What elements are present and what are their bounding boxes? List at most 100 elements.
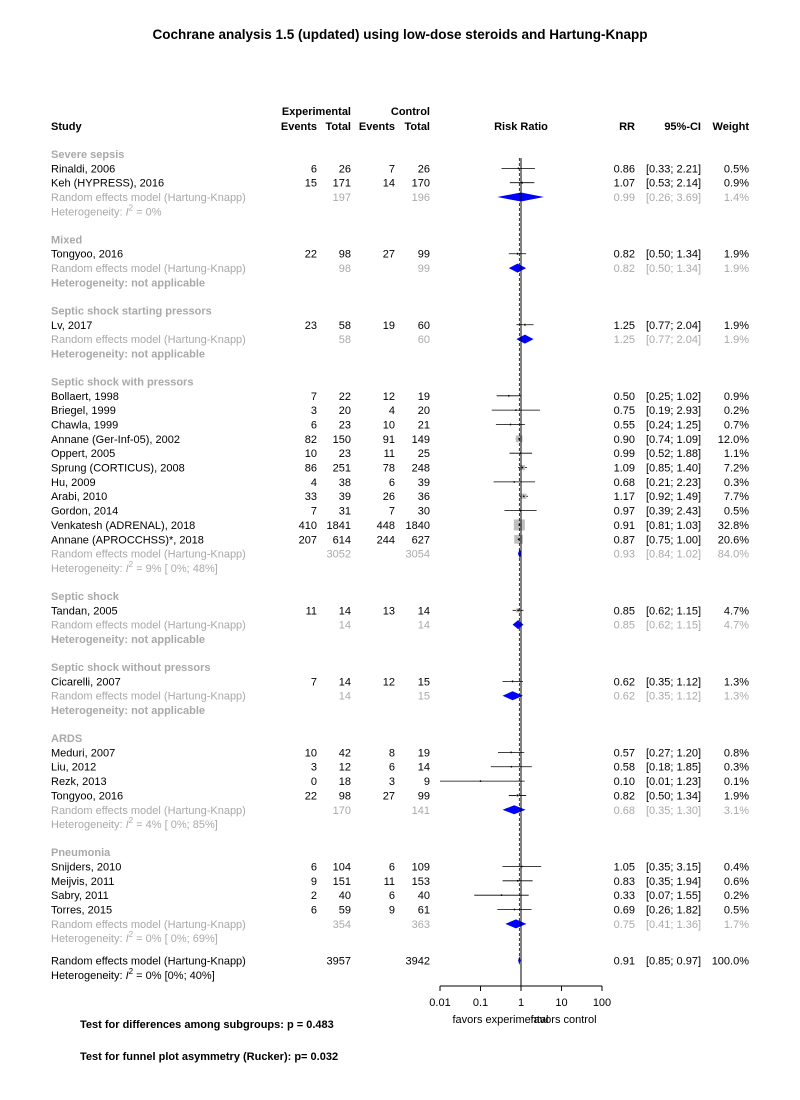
exp-total: 151	[333, 876, 351, 888]
weight-value: 0.5%	[724, 506, 749, 518]
pooled-rr: 1.25	[614, 334, 635, 346]
pooled-exp-total: 58	[339, 334, 351, 346]
weight-value: 4.7%	[724, 605, 749, 617]
pooled-rr: 0.62	[614, 691, 635, 703]
study-name: Meduri, 2007	[51, 747, 115, 759]
weight-value: 0.9%	[724, 391, 749, 403]
weight-value: 0.1%	[724, 776, 749, 788]
exp-events: 410	[299, 520, 317, 532]
exp-events: 7	[311, 676, 317, 688]
pooled-rr: 0.82	[614, 263, 635, 275]
ci-value: [0.07; 1.55]	[646, 890, 701, 902]
exp-total: 26	[339, 163, 351, 175]
pooled-label: Random effects model (Hartung-Knapp)	[51, 549, 246, 561]
ctrl-events: 4	[389, 405, 395, 417]
exp-total: 59	[339, 905, 351, 917]
ctrl-events: 8	[389, 747, 395, 759]
ctrl-events: 7	[389, 506, 395, 518]
point-estimate-dot	[513, 908, 516, 911]
weight-value: 12.0%	[718, 434, 749, 446]
ci-value: [0.77; 2.04]	[646, 320, 701, 332]
ctrl-total: 14	[418, 762, 430, 774]
exp-total: 12	[339, 762, 351, 774]
exp-events: 3	[311, 405, 317, 417]
ctrl-total: 60	[418, 320, 430, 332]
point-estimate-dot	[510, 751, 513, 754]
heterogeneity-text: Heterogeneity: not applicable	[51, 634, 205, 646]
study-name: Oppert, 2005	[51, 448, 115, 460]
ctrl-total: 170	[412, 178, 430, 190]
study-name: Hu, 2009	[51, 477, 96, 489]
exp-events: 22	[305, 249, 317, 261]
study-name: Tandan, 2005	[51, 605, 118, 617]
pooled-label: Random effects model (Hartung-Knapp)	[51, 805, 246, 817]
ctrl-events: 6	[389, 890, 395, 902]
ctrl-events: 6	[389, 861, 395, 873]
exp-events: 0	[311, 776, 317, 788]
exp-events: 4	[311, 477, 317, 489]
study-name: Gordon, 2014	[51, 506, 118, 518]
ctrl-events: 11	[384, 876, 395, 888]
chart-title: Cochrane analysis 1.5 (updated) using lo…	[152, 27, 647, 42]
pooled-ci: [0.26; 3.69]	[646, 192, 701, 204]
exp-total: 38	[339, 477, 351, 489]
overall-ctrl-total: 3942	[406, 955, 430, 967]
ci-value: [0.18; 1.85]	[646, 762, 701, 774]
ci-value: [0.75; 1.00]	[646, 534, 701, 546]
study-name: Bollaert, 1998	[51, 391, 119, 403]
pooled-diamond	[508, 263, 527, 273]
header-rr: RR	[619, 121, 635, 133]
rr-value: 0.83	[614, 876, 635, 888]
subgroup-heading: Septic shock without pressors	[51, 662, 211, 674]
pooled-exp-total: 98	[339, 263, 351, 275]
rr-value: 0.90	[614, 434, 635, 446]
ctrl-events: 13	[383, 605, 395, 617]
exp-events: 10	[305, 448, 317, 460]
pooled-rr: 0.85	[614, 620, 635, 632]
ci-value: [0.50; 1.34]	[646, 790, 701, 802]
point-estimate-dot	[522, 495, 525, 498]
exp-events: 6	[311, 419, 317, 431]
weight-value: 1.9%	[724, 320, 749, 332]
column-headers: Experimental Control Study Events Total …	[51, 106, 749, 133]
subgroup-heading: Septic shock with pressors	[51, 376, 193, 388]
rr-value: 0.86	[614, 163, 635, 175]
point-estimate-dot	[511, 680, 514, 683]
header-control: Control	[391, 106, 430, 118]
ci-value: [0.85; 1.40]	[646, 463, 701, 475]
study-name: Briegel, 1999	[51, 405, 116, 417]
header-exp-events: Events	[281, 121, 317, 133]
ctrl-total: 61	[418, 905, 430, 917]
ci-value: [0.25; 1.02]	[646, 391, 701, 403]
point-estimate-dot	[515, 409, 517, 412]
subgroup-heading: Pneumonia	[51, 847, 111, 859]
point-estimate-dot	[507, 394, 510, 397]
pooled-ctrl-total: 99	[418, 263, 430, 275]
pooled-label: Random effects model (Hartung-Knapp)	[51, 192, 246, 204]
ctrl-total: 99	[418, 790, 430, 802]
exp-events: 6	[311, 905, 317, 917]
exp-events: 9	[311, 876, 317, 888]
ctrl-events: 9	[389, 905, 395, 917]
exp-total: 42	[339, 747, 351, 759]
exp-total: 104	[333, 861, 351, 873]
study-name: Meijvis, 2011	[51, 876, 114, 888]
subgroup-heading: Mixed	[51, 234, 82, 246]
pooled-weight: 1.9%	[724, 263, 749, 275]
exp-total: 40	[339, 890, 351, 902]
rr-value: 0.62	[614, 676, 635, 688]
pooled-diamond	[502, 691, 523, 701]
exp-events: 7	[311, 391, 317, 403]
ctrl-events: 12	[383, 676, 395, 688]
ci-value: [0.27; 1.20]	[646, 747, 701, 759]
exp-total: 58	[339, 320, 351, 332]
ctrl-total: 9	[424, 776, 430, 788]
pooled-ctrl-total: 196	[412, 192, 430, 204]
rr-value: 1.05	[614, 861, 635, 873]
point-estimate-dot	[516, 252, 519, 255]
ctrl-total: 149	[412, 434, 430, 446]
pooled-ci: [0.41; 1.36]	[646, 919, 701, 931]
ci-value: [0.24; 1.25]	[646, 419, 701, 431]
pooled-weight: 3.1%	[724, 805, 749, 817]
ci-value: [0.35; 1.12]	[646, 676, 701, 688]
